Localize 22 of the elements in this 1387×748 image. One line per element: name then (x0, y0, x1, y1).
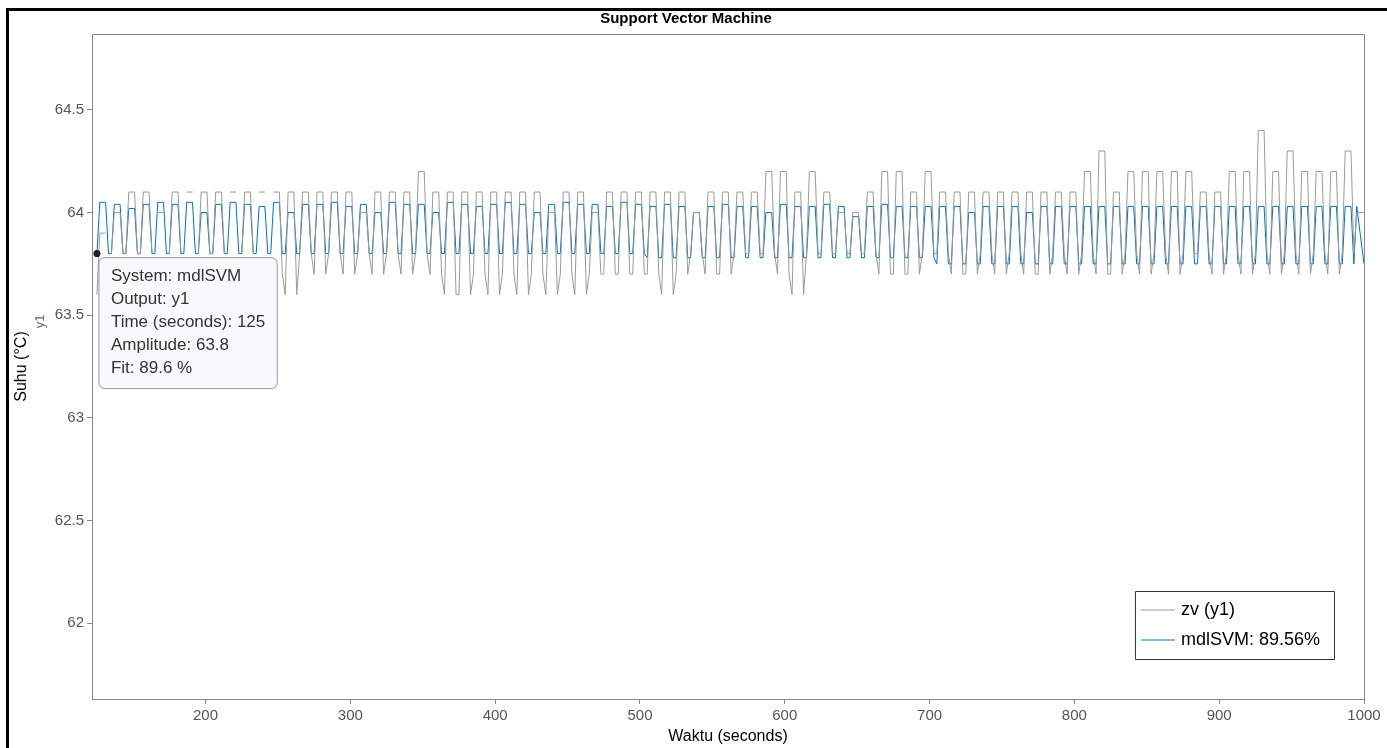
x-tick-label: 1000 (1347, 706, 1381, 724)
x-tick-label: 300 (337, 706, 363, 724)
x-tick-label: 400 (482, 706, 508, 724)
y-tick-label: 64.5 (54, 100, 84, 118)
x-tick-label: 700 (917, 706, 943, 724)
y-tick-label: 62.5 (54, 510, 84, 528)
x-tick-label: 900 (1206, 706, 1232, 724)
y-axis-title: Suhu (°C) (12, 331, 30, 402)
x-tick-label: 800 (1061, 706, 1087, 724)
y-tick-label: 62 (67, 613, 84, 631)
y-tick-label: 64 (67, 202, 84, 220)
legend-label: zv (y1) (1180, 598, 1235, 619)
x-axis-title: Waktu (seconds) (668, 726, 788, 744)
legend-label: mdlSVM: 89.56% (1180, 628, 1320, 649)
x-tick-label: 200 (193, 706, 219, 724)
chart-title: Support Vector Machine (600, 9, 772, 27)
y-tick-label: 63.5 (54, 305, 84, 323)
annotation: System: mdlSVM Output: y1 Time (seconds): 125 Amplitude: 63.8 Fit: 89.6 % (110, 265, 266, 377)
y-tick-label: 63 (67, 407, 84, 425)
text: y1 (31, 314, 47, 329)
x-tick-label: 500 (627, 706, 653, 724)
x-tick-label: 600 (772, 706, 798, 724)
